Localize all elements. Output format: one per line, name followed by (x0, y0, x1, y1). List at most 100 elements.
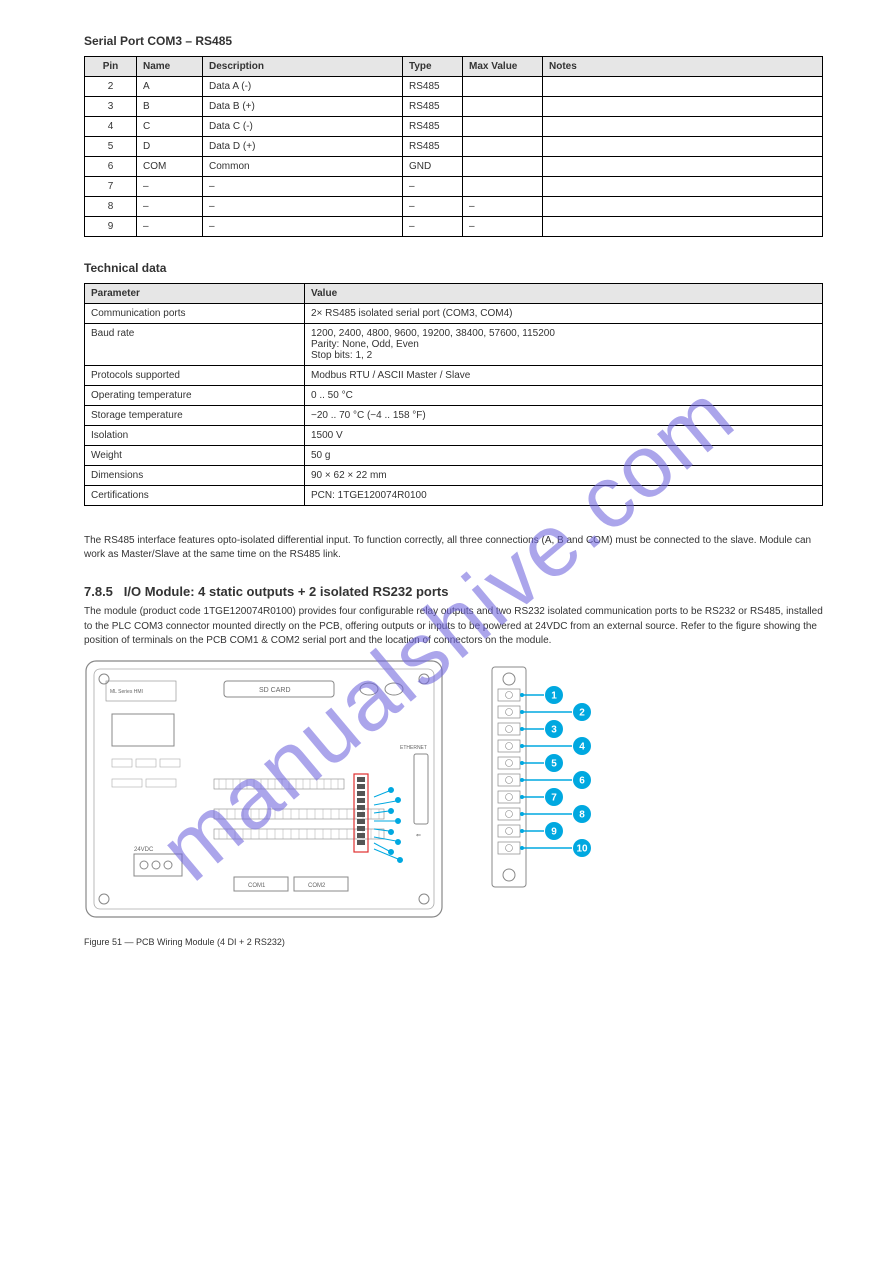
table-cell: 3 (85, 97, 137, 117)
table-cell: Certifications (85, 486, 305, 506)
table-row: 8–––– (85, 197, 823, 217)
table-cell (543, 117, 823, 137)
pin-number: 6 (579, 775, 585, 786)
table-cell (543, 197, 823, 217)
table-pinout: PinNameDescriptionTypeMax ValueNotes 2AD… (84, 56, 823, 237)
table-cell: 7 (85, 177, 137, 197)
section-title: I/O Module: 4 static outputs + 2 isolate… (124, 584, 449, 599)
table-cell: – (203, 197, 403, 217)
pin-number: 2 (579, 707, 585, 718)
table-cell: Dimensions (85, 466, 305, 486)
table-header: Parameter (85, 284, 305, 304)
table-cell: 50 g (305, 446, 823, 466)
table-cell: Data B (+) (203, 97, 403, 117)
pin-number: 3 (551, 724, 557, 735)
pcb-diagram: ML Series HMI SD CARD (84, 659, 444, 919)
table-cell: 8 (85, 197, 137, 217)
table-cell: Baud rate (85, 324, 305, 366)
table-cell: Modbus RTU / ASCII Master / Slave (305, 366, 823, 386)
table-cell: 9 (85, 217, 137, 237)
table-cell: 1500 V (305, 426, 823, 446)
table-cell: – (403, 197, 463, 217)
table-cell: – (203, 217, 403, 237)
table-cell: 4 (85, 117, 137, 137)
table-cell: Operating temperature (85, 386, 305, 406)
table-cell (543, 77, 823, 97)
table-cell: 2× RS485 isolated serial port (COM3, COM… (305, 304, 823, 324)
table-cell: 6 (85, 157, 137, 177)
figure-caption: Figure 51 — PCB Wiring Module (4 DI + 2 … (84, 937, 823, 947)
table-header: Notes (543, 57, 823, 77)
table-cell: RS485 (403, 97, 463, 117)
table-cell: Storage temperature (85, 406, 305, 426)
table-cell: D (137, 137, 203, 157)
table-cell: 2 (85, 77, 137, 97)
table-cell: B (137, 97, 203, 117)
table-cell: – (463, 217, 543, 237)
table-cell: – (203, 177, 403, 197)
brand-label: ML Series HMI (110, 689, 143, 695)
table-header: Max Value (463, 57, 543, 77)
heading-technical-data: Technical data (84, 261, 823, 275)
table-cell: 1200, 2400, 4800, 9600, 19200, 38400, 57… (305, 324, 823, 366)
power-label: 24VDC (134, 847, 154, 853)
table-cell: Isolation (85, 426, 305, 446)
table-cell: Data D (+) (203, 137, 403, 157)
table-technical-data: ParameterValue Communication ports2× RS4… (84, 283, 823, 506)
table-header: Value (305, 284, 823, 304)
table-row: Operating temperature0 .. 50 °C (85, 386, 823, 406)
table-cell: Data A (-) (203, 77, 403, 97)
table-cell (463, 157, 543, 177)
pin-number: 9 (551, 826, 557, 837)
table-cell: – (403, 217, 463, 237)
table-cell: RS485 (403, 117, 463, 137)
pin-number: 4 (579, 741, 585, 752)
table-row: CertificationsPCN: 1TGE120074R0100 (85, 486, 823, 506)
table-cell: COM (137, 157, 203, 177)
table-row: 6COMCommonGND (85, 157, 823, 177)
table-row: 3BData B (+)RS485 (85, 97, 823, 117)
table-row: Protocols supportedModbus RTU / ASCII Ma… (85, 366, 823, 386)
heading-serial-port: Serial Port COM3 – RS485 (84, 34, 823, 48)
com2-label: COM2 (308, 883, 326, 889)
table-row: Weight50 g (85, 446, 823, 466)
table-cell: – (137, 177, 203, 197)
table-row: 4CData C (-)RS485 (85, 117, 823, 137)
table-row: Baud rate1200, 2400, 4800, 9600, 19200, … (85, 324, 823, 366)
table-cell (543, 217, 823, 237)
table-cell (463, 97, 543, 117)
table-cell: 90 × 62 × 22 mm (305, 466, 823, 486)
table-cell: Common (203, 157, 403, 177)
pin-number: 8 (579, 809, 585, 820)
table-row: Communication ports2× RS485 isolated ser… (85, 304, 823, 324)
table-cell: GND (403, 157, 463, 177)
pin-number: 7 (551, 792, 557, 803)
section-body: The module (product code 1TGE120074R0100… (84, 605, 823, 649)
table-cell: C (137, 117, 203, 137)
pin-number: 1 (551, 690, 557, 701)
table-cell (543, 137, 823, 157)
table-cell: −20 .. 70 °C (−4 .. 158 °F) (305, 406, 823, 426)
table-cell: Protocols supported (85, 366, 305, 386)
section-heading: 7.8.5 I/O Module: 4 static outputs + 2 i… (84, 584, 823, 599)
table-cell (463, 77, 543, 97)
table-cell (463, 177, 543, 197)
table-cell: 0 .. 50 °C (305, 386, 823, 406)
table-cell: – (463, 197, 543, 217)
table-row: Isolation1500 V (85, 426, 823, 446)
table-row: Storage temperature−20 .. 70 °C (−4 .. 1… (85, 406, 823, 426)
table-row: Dimensions90 × 62 × 22 mm (85, 466, 823, 486)
table-row: 7––– (85, 177, 823, 197)
diagram-row: ML Series HMI SD CARD (84, 659, 823, 919)
note-text: The RS485 interface features opto-isolat… (84, 534, 823, 562)
table-cell (463, 137, 543, 157)
page-content: Serial Port COM3 – RS485 PinNameDescript… (0, 0, 893, 977)
table-cell: – (403, 177, 463, 197)
table-cell: Weight (85, 446, 305, 466)
section-number: 7.8.5 (84, 584, 113, 599)
sdcard-label: SD CARD (259, 687, 291, 694)
table-row: 5DData D (+)RS485 (85, 137, 823, 157)
table-header: Description (203, 57, 403, 77)
connector-diagram: 12345678910 (484, 659, 574, 919)
table-cell (463, 117, 543, 137)
